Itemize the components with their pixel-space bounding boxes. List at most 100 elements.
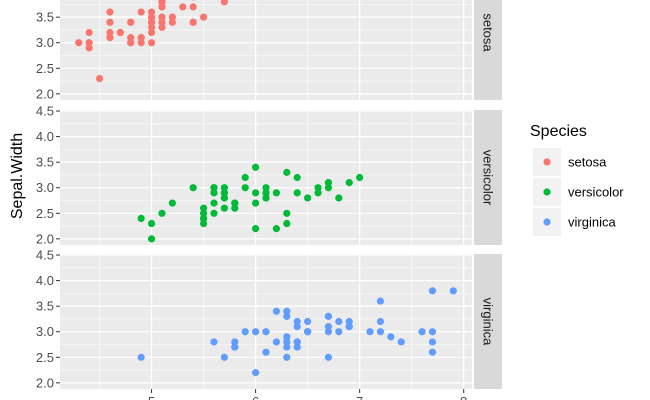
data-point-versicolor	[251, 199, 260, 207]
data-point-virginica	[335, 328, 343, 336]
data-point-virginica	[304, 328, 312, 336]
y-tick-label: 2.0	[36, 231, 54, 246]
data-point-versicolor	[262, 189, 270, 197]
facet-panel-virginica: 2.0 2.5 3.0 3.5 4.0 4.5 virginica	[36, 248, 502, 390]
legend-label: versicolor	[568, 185, 624, 200]
data-point-versicolor	[220, 194, 228, 202]
data-point-setosa	[189, 3, 197, 11]
legend: Species setosa versicolor virginica	[530, 123, 624, 236]
data-point-versicolor	[220, 184, 228, 192]
data-point-setosa	[199, 13, 208, 21]
data-point-versicolor	[314, 189, 322, 197]
data-point-virginica	[304, 317, 312, 326]
data-point-versicolor	[262, 194, 270, 202]
data-point-setosa	[147, 23, 156, 31]
data-point-versicolor	[314, 184, 322, 192]
data-point-virginica	[293, 317, 301, 326]
facet-strip	[474, 110, 502, 245]
data-point-setosa	[127, 34, 135, 42]
y-axis-label: Sepal.Width	[9, 133, 26, 219]
facet-strip-label: versicolor	[481, 150, 496, 206]
data-point-virginica	[387, 333, 395, 341]
data-point-virginica	[272, 338, 281, 346]
data-point-setosa	[189, 18, 197, 26]
data-point-versicolor	[272, 189, 281, 197]
y-tick-label: 4.0	[36, 129, 54, 144]
data-point-versicolor	[199, 214, 208, 223]
x-tick-label: 6	[252, 394, 259, 400]
data-point-virginica	[231, 338, 239, 346]
y-tick-label: 3.5	[36, 155, 54, 170]
legend-item-setosa: setosa	[533, 148, 607, 176]
legend-key-versicolor	[543, 188, 551, 196]
data-point-setosa	[127, 39, 135, 47]
data-point-virginica	[283, 353, 291, 361]
data-point-versicolor	[251, 163, 260, 171]
data-point-setosa	[147, 18, 156, 26]
y-tick-label: 2.5	[36, 206, 54, 221]
data-point-setosa	[220, 0, 228, 6]
data-point-virginica	[210, 338, 218, 346]
data-point-virginica	[283, 338, 291, 346]
y-tick-label: 2.0	[36, 86, 54, 101]
data-point-versicolor	[137, 214, 145, 223]
data-point-virginica	[428, 348, 437, 356]
data-point-virginica	[220, 353, 228, 361]
data-point-virginica	[345, 317, 353, 326]
data-point-setosa	[168, 13, 176, 21]
y-tick-label: 3.0	[36, 180, 54, 195]
data-point-versicolor	[231, 204, 239, 212]
data-point-virginica	[449, 287, 457, 295]
data-point-setosa	[179, 3, 187, 11]
data-point-virginica	[293, 343, 301, 351]
legend-item-versicolor: versicolor	[533, 178, 624, 206]
data-point-versicolor	[293, 189, 301, 197]
data-point-virginica	[324, 323, 333, 331]
data-point-setosa	[147, 13, 156, 21]
data-point-setosa	[147, 8, 156, 16]
data-point-versicolor	[168, 199, 176, 207]
data-point-versicolor	[241, 173, 249, 182]
data-point-virginica	[283, 333, 291, 341]
data-point-virginica	[428, 338, 437, 346]
data-point-setosa	[168, 18, 176, 26]
data-point-virginica	[418, 328, 426, 336]
legend-label: virginica	[568, 215, 616, 230]
data-point-versicolor	[210, 209, 218, 217]
data-point-virginica	[231, 343, 239, 351]
data-point-versicolor	[158, 209, 166, 217]
data-point-versicolor	[210, 199, 218, 207]
y-tick-label: 2.5	[36, 61, 54, 76]
data-point-virginica	[324, 328, 333, 336]
facet-panel-versicolor: 2.0 2.5 3.0 3.5 4.0 4.5 versicolor	[36, 104, 502, 246]
y-tick-label: 4.5	[36, 248, 54, 263]
y-tick-label: 3.0	[36, 35, 54, 50]
data-point-virginica	[397, 338, 405, 346]
data-point-setosa	[106, 34, 114, 42]
data-point-virginica	[283, 343, 291, 351]
data-point-versicolor	[283, 168, 291, 176]
y-tick-label: 4.5	[36, 104, 54, 119]
data-point-versicolor	[324, 179, 333, 187]
data-point-versicolor	[272, 225, 281, 233]
y-tick-label: 3.5	[36, 10, 54, 25]
data-point-setosa	[137, 8, 145, 16]
facet-strip-label: setosa	[481, 13, 496, 52]
data-point-virginica	[283, 307, 291, 315]
data-point-virginica	[324, 353, 333, 361]
y-tick-label: 3.0	[36, 324, 54, 339]
x-tick-label: 8	[460, 394, 467, 400]
data-point-versicolor	[335, 194, 343, 202]
data-point-versicolor	[251, 189, 260, 197]
data-point-setosa	[106, 28, 114, 37]
data-point-virginica	[324, 312, 333, 320]
data-point-versicolor	[210, 184, 218, 192]
data-point-versicolor	[199, 209, 208, 217]
data-point-setosa	[85, 39, 93, 47]
panel-background	[60, 110, 472, 245]
data-point-virginica	[376, 317, 385, 326]
data-point-versicolor	[304, 194, 312, 202]
data-point-versicolor	[283, 209, 291, 217]
data-point-versicolor	[283, 219, 291, 228]
